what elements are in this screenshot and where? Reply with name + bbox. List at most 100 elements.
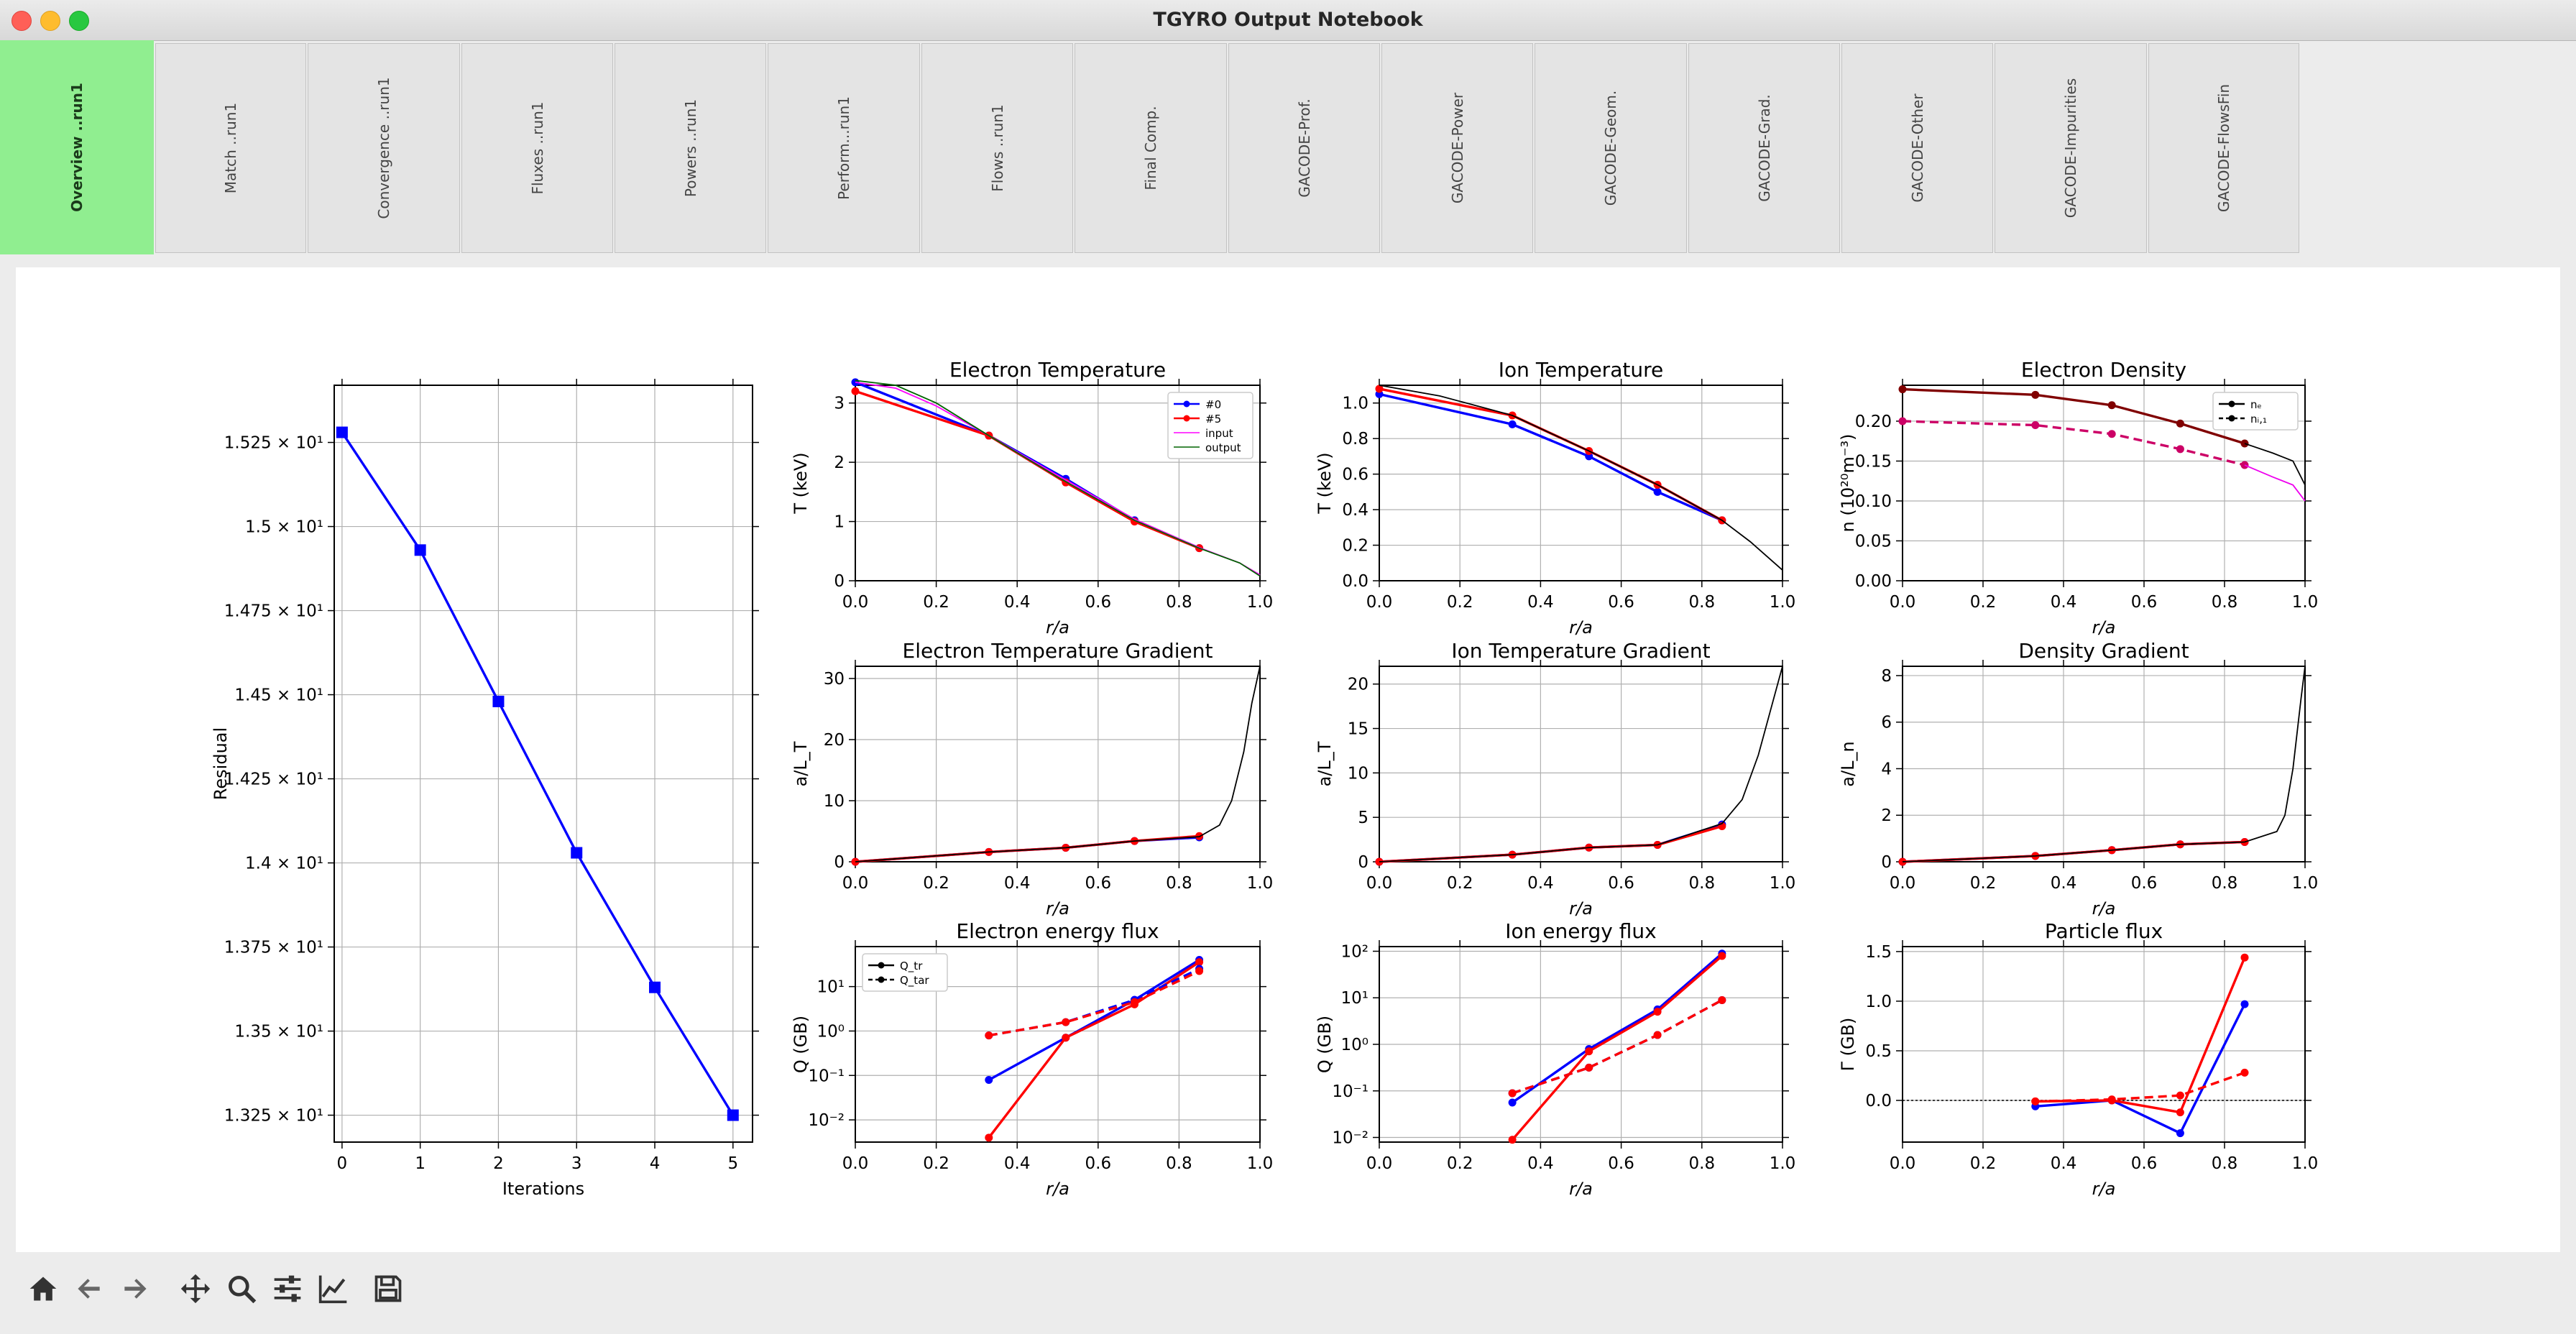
chart-title: Ion energy flux	[1505, 919, 1656, 943]
data-point	[1718, 952, 1726, 960]
series-line-1	[1511, 954, 1723, 1141]
y-tick-label: 4	[1881, 760, 1892, 778]
x-tick-label: 0.8	[2212, 1154, 2238, 1173]
tab-6[interactable]: Flows ..run1	[921, 43, 1073, 253]
data-point	[1898, 417, 1907, 426]
back-button[interactable]	[69, 1269, 109, 1309]
configure-subplots-button[interactable]	[267, 1269, 308, 1309]
data-point	[571, 847, 583, 859]
x-axis-label: r/a	[1569, 617, 1593, 638]
data-point	[2176, 1129, 2184, 1138]
tab-11[interactable]: GACODE-Grad.	[1688, 43, 1840, 253]
data-point	[1653, 1031, 1662, 1039]
data-point	[1508, 1089, 1517, 1098]
tab-5[interactable]: Perform...run1	[768, 43, 920, 253]
y-axis-label: Q (GB)	[1315, 1016, 1335, 1073]
tab-label: GACODE-Prof.	[1295, 98, 1313, 198]
y-tick-label: 6	[1881, 714, 1892, 732]
x-tick-label: 0.0	[1366, 593, 1393, 612]
y-tick-label: 10¹	[1341, 989, 1369, 1008]
x-tick-label: 0.2	[1447, 1154, 1473, 1173]
legend-box	[862, 953, 948, 992]
tab-7[interactable]: Final Comp.	[1075, 43, 1227, 253]
x-tick-label: 0.4	[2051, 593, 2077, 612]
series-line-3	[855, 380, 1261, 577]
tab-13[interactable]: GACODE-Impurities	[1995, 43, 2147, 253]
y-tick-label: 10¹	[817, 978, 845, 997]
x-tick-label: 0.8	[1166, 1154, 1192, 1173]
tab-label: Convergence ..run1	[375, 77, 392, 219]
axes-frame	[1379, 666, 1783, 862]
minimize-window-button[interactable]	[40, 11, 60, 31]
tab-8[interactable]: GACODE-Prof.	[1228, 43, 1380, 253]
chart-7: 0.0 0.2 0.4 0.6 0.8 1.0 10⁻² 10⁻¹ 10⁰ 10¹ Electron…	[791, 919, 1273, 1199]
tab-10[interactable]: GACODE-Geom.	[1535, 43, 1687, 253]
navigation-toolbar	[16, 1261, 447, 1319]
y-tick-label: 10⁰	[817, 1022, 845, 1041]
y-tick-label: 10	[824, 792, 845, 811]
tab-2[interactable]: Convergence ..run1	[308, 43, 460, 253]
y-tick-label: 10⁰	[1341, 1036, 1369, 1054]
y-axis-label: a/L_T	[791, 741, 811, 786]
x-tick-label: 0.6	[1608, 874, 1634, 893]
figure-canvas: 0 1 2 3 4 5 1.325 × 10¹ 1.35 × 10¹ 1.375 × 10¹ 1.…	[16, 267, 2560, 1252]
chart-title: Electron energy flux	[956, 919, 1159, 943]
chart-2: 0.0 0.2 0.4 0.6 0.8 1.0 0.0 0.2 0.4 0.6 0.8 1.0 Ion …	[1315, 358, 1795, 638]
x-tick-label: 0.2	[1970, 593, 1997, 612]
chart-0: 0 1 2 3 4 5 1.325 × 10¹ 1.35 × 10¹ 1.375 × 10¹ 1.…	[211, 379, 759, 1199]
axes-frame	[1902, 385, 2306, 581]
y-tick-label: 15	[1348, 720, 1368, 739]
chart-title: Ion Temperature	[1499, 358, 1663, 382]
series-line-0	[1379, 392, 1723, 522]
data-point	[2176, 445, 2184, 454]
x-tick-label: 1.0	[2292, 593, 2319, 612]
series-line-0	[2035, 1003, 2246, 1135]
close-window-button[interactable]	[12, 11, 32, 31]
tab-9[interactable]: GACODE-Power	[1381, 43, 1533, 253]
pan-button[interactable]	[175, 1269, 216, 1309]
data-point	[2240, 1000, 2249, 1008]
tab-1[interactable]: Match ..run1	[155, 43, 306, 253]
axes-frame	[855, 385, 1261, 581]
maximize-window-button[interactable]	[69, 11, 89, 31]
legend-label: nₑ	[2250, 398, 2262, 411]
legend-marker	[1183, 400, 1190, 408]
data-point	[2176, 419, 2184, 428]
legend-marker	[2228, 415, 2235, 422]
tab-14[interactable]: GACODE-FlowsFin	[2148, 43, 2299, 253]
tab-label: Powers ..run1	[681, 98, 699, 198]
tab-3[interactable]: Fluxes ..run1	[461, 43, 613, 253]
tab-label: Perform...run1	[835, 96, 852, 200]
y-tick-label: 0.2	[1342, 537, 1368, 556]
x-axis-label: r/a	[2092, 898, 2116, 919]
series-line-0	[1512, 952, 1723, 1104]
x-tick-label: 0.0	[1890, 874, 1916, 893]
x-tick-label: 0.0	[1366, 874, 1393, 893]
x-tick-label: 0.8	[2212, 593, 2238, 612]
legend-label: output	[1205, 441, 1241, 454]
y-tick-label: 1.45 × 10¹	[234, 686, 323, 705]
x-tick-label: 0.0	[842, 593, 869, 612]
axes-frame	[1379, 385, 1783, 581]
data-point	[985, 1133, 993, 1142]
chart-8: 0.0 0.2 0.4 0.6 0.8 1.0 10⁻² 10⁻¹ 10⁰ 10¹ 10² Ion e…	[1315, 919, 1795, 1199]
forward-button[interactable]	[115, 1269, 155, 1309]
back-icon	[78, 1279, 100, 1299]
tab-12[interactable]: GACODE-Other	[1841, 43, 1993, 253]
data-point	[1195, 967, 1204, 975]
data-point	[1508, 1098, 1517, 1107]
y-tick-label: 1	[834, 513, 845, 532]
x-tick-label: 0.2	[923, 1154, 949, 1173]
y-tick-label: 1.0	[1865, 993, 1892, 1011]
x-tick-label: 1.0	[2292, 874, 2319, 893]
chart-title: Particle flux	[2045, 919, 2163, 943]
y-tick-label: 0.0	[1342, 572, 1368, 591]
x-tick-label: 0.8	[1166, 874, 1192, 893]
save-button[interactable]	[368, 1269, 408, 1309]
edit-axis-button[interactable]	[313, 1269, 354, 1309]
zoom-button[interactable]	[221, 1269, 262, 1309]
tab-0[interactable]: Overview ..run1	[0, 40, 154, 254]
y-axis-label: Γ (GB)	[1838, 1018, 1858, 1072]
tab-4[interactable]: Powers ..run1	[615, 43, 766, 253]
home-button[interactable]	[23, 1269, 63, 1309]
